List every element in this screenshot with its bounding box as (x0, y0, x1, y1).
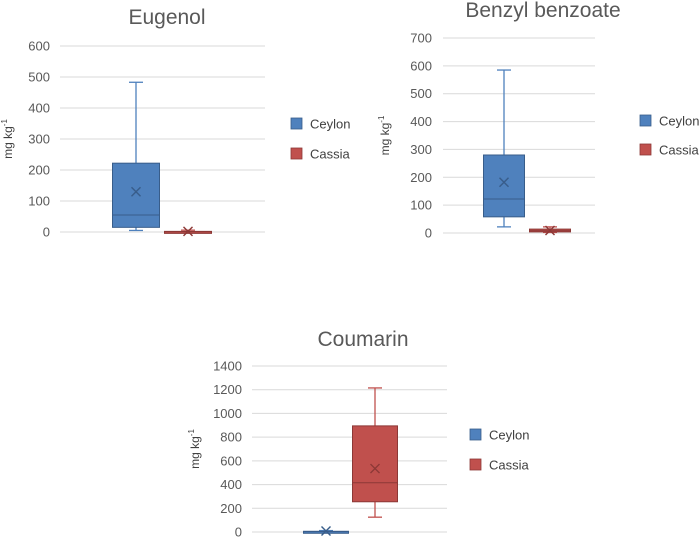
box-ceylon (483, 69, 525, 228)
legend-entry-cassia: Cassia (639, 143, 700, 158)
y-tick-label: 100 (410, 198, 432, 213)
legend-swatch (290, 117, 303, 130)
box-cassia (164, 226, 212, 237)
mean-stroke (545, 225, 555, 236)
legend-entry-ceylon: Ceylon (469, 428, 529, 443)
legend-entry-cassia: Cassia (469, 458, 530, 473)
chart-eugenol: Eugenol 0 100 200 300 400 500 600 mg kg-1 Ceylon C… (0, 6, 351, 240)
box-cassia (352, 387, 398, 518)
mean-stroke (131, 186, 141, 197)
mean-marker (499, 177, 509, 188)
y-tick-label: 0 (425, 226, 432, 241)
y-tick-label: 400 (28, 101, 50, 116)
chart-title: Coumarin (317, 328, 408, 351)
legend-swatch (639, 114, 652, 127)
mean-marker (183, 226, 193, 237)
y-tick-label: 600 (28, 39, 50, 54)
box-ceylon (303, 526, 349, 537)
legend-label: Cassia (489, 458, 530, 473)
chart-title: Benzyl benzoate (465, 0, 620, 22)
mean-stroke (370, 463, 380, 474)
y-tick-label: 200 (410, 170, 432, 185)
mean-marker (321, 526, 331, 537)
y-tick-label: 100 (28, 194, 50, 209)
box-ceylon (112, 81, 160, 232)
y-tick-label: 500 (410, 86, 432, 101)
legend-label: Cassia (310, 147, 351, 162)
mean-stroke (183, 226, 193, 237)
y-tick-label: 300 (28, 132, 50, 147)
legend-entry-cassia: Cassia (290, 147, 351, 162)
box-cassia (529, 225, 571, 236)
y-axis-label: mg kg-1 (187, 429, 202, 469)
y-tick-label: 200 (28, 163, 50, 178)
mean-stroke (321, 526, 331, 537)
legend-label: Ceylon (659, 114, 699, 129)
y-axis-label-exponent: -1 (377, 115, 386, 123)
legend-swatch (469, 428, 482, 441)
legend-label: Cassia (659, 143, 700, 158)
y-tick-label: 600 (410, 58, 432, 73)
y-axis-label-unit: mg kg (378, 123, 392, 156)
y-axis-label-unit: mg kg (188, 436, 202, 469)
mean-marker (131, 186, 141, 197)
legend-label: Ceylon (489, 428, 529, 443)
chart-coumarin: Coumarin 0 200 400 600 800 1000 1200 1400 mg kg-1… (187, 328, 530, 539)
chart-benzyl-benzoate: Benzyl benzoate 0 100 200 300 400 500 600 700 mg … (377, 0, 700, 241)
chart-title: Eugenol (128, 6, 205, 29)
y-tick-label: 700 (410, 31, 432, 46)
y-tick-label: 1400 (213, 359, 242, 374)
mean-marker (545, 225, 555, 236)
y-tick-label: 600 (220, 453, 242, 468)
y-tick-label: 500 (28, 70, 50, 85)
legend-label: Ceylon (310, 117, 350, 132)
y-tick-label: 1200 (213, 382, 242, 397)
iqr-box (483, 154, 525, 218)
mean-stroke (499, 177, 509, 188)
y-tick-label: 0 (43, 225, 50, 240)
iqr-box (112, 162, 160, 228)
legend-swatch (469, 458, 482, 471)
legend-entry-ceylon: Ceylon (639, 114, 699, 129)
y-axis-label-unit: mg kg (1, 126, 15, 159)
y-tick-label: 200 (220, 501, 242, 516)
legend-swatch (290, 147, 303, 160)
mean-marker (370, 463, 380, 474)
y-axis-label-exponent: -1 (187, 429, 196, 437)
legend-entry-ceylon: Ceylon (290, 117, 350, 132)
legend-swatch (639, 143, 652, 156)
y-tick-label: 400 (220, 477, 242, 492)
y-tick-label: 300 (410, 142, 432, 157)
y-tick-label: 0 (235, 525, 242, 539)
y-tick-label: 400 (410, 114, 432, 129)
y-tick-label: 800 (220, 430, 242, 445)
y-tick-label: 1000 (213, 406, 242, 421)
y-axis-label: mg kg-1 (0, 119, 15, 159)
y-axis-label-exponent: -1 (0, 119, 9, 127)
y-axis-label: mg kg-1 (377, 115, 392, 155)
iqr-box (352, 425, 398, 503)
